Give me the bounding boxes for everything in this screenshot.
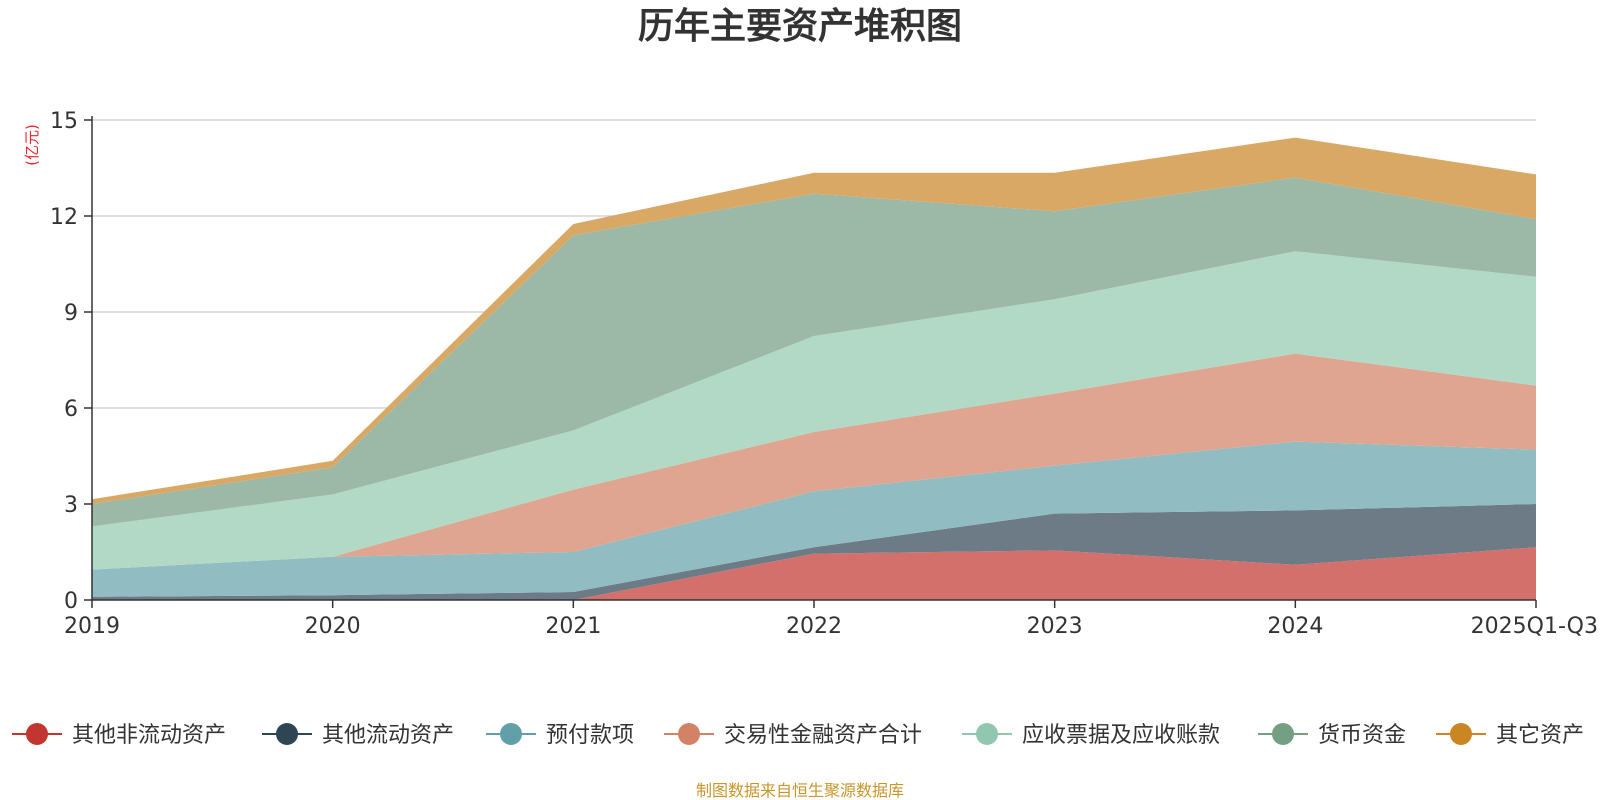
legend-label: 其他流动资产 — [322, 723, 454, 748]
legend-item-2[interactable]: 其他流动资产 — [262, 723, 454, 748]
x-tick-label: 2021 — [545, 614, 601, 639]
x-tick-label: 2023 — [1027, 614, 1083, 639]
y-tick-label: 0 — [64, 589, 78, 614]
legend: 其他非流动资产 其他流动资产 预付款项 交易性金融资产合计 应收票据及应收账款 货币资金 其… — [12, 723, 1584, 748]
legend-label: 其他非流动资产 — [72, 723, 226, 748]
area-series-6 — [92, 177, 1536, 527]
chart-title: 历年主要资产堆积图 — [638, 6, 962, 47]
y-tick-label: 9 — [64, 301, 78, 326]
x-tick-label: 2025Q1-Q3 — [1471, 614, 1598, 639]
legend-label: 交易性金融资产合计 — [724, 723, 922, 748]
legend-item-5[interactable]: 应收票据及应收账款 — [962, 723, 1220, 748]
x-tick-label: 2019 — [64, 614, 120, 639]
y-tick-label: 3 — [64, 493, 78, 518]
legend-marker — [26, 723, 48, 745]
area-series-layer — [92, 137, 1536, 600]
legend-marker — [678, 723, 700, 745]
legend-item-1[interactable]: 其他非流动资产 — [12, 723, 226, 748]
legend-item-6[interactable]: 货币资金 — [1258, 723, 1406, 748]
legend-marker — [976, 723, 998, 745]
legend-label: 应收票据及应收账款 — [1022, 723, 1220, 748]
legend-item-4[interactable]: 交易性金融资产合计 — [664, 723, 922, 748]
legend-marker — [1450, 723, 1472, 745]
area-series-5 — [92, 251, 1536, 570]
area-series-4 — [92, 353, 1536, 570]
data-source-note: 制图数据来自恒生聚源数据库 — [696, 781, 904, 800]
y-axis-unit-label: (亿元) — [23, 124, 41, 166]
legend-marker — [500, 723, 522, 745]
y-tick-label: 15 — [50, 109, 78, 134]
legend-label: 货币资金 — [1318, 723, 1406, 748]
area-series-3 — [92, 441, 1536, 597]
x-tick-label: 2020 — [305, 614, 361, 639]
y-tick-label: 6 — [64, 397, 78, 422]
legend-marker — [276, 723, 298, 745]
legend-marker — [1272, 723, 1294, 745]
x-tick-label: 2024 — [1267, 614, 1323, 639]
y-tick-label: 12 — [50, 205, 78, 230]
axes: 0 3 6 9 12 15 2019 2020 2021 2022 2023 2024 2025Q1-Q… — [50, 109, 1598, 639]
legend-label: 预付款项 — [546, 723, 634, 748]
area-series-1 — [92, 547, 1536, 600]
legend-item-7[interactable]: 其它资产 — [1436, 723, 1584, 748]
x-tick-label: 2022 — [786, 614, 842, 639]
legend-label: 其它资产 — [1496, 723, 1584, 748]
area-series-7 — [92, 137, 1536, 504]
legend-item-3[interactable]: 预付款项 — [486, 723, 634, 748]
area-series-2 — [92, 504, 1536, 600]
